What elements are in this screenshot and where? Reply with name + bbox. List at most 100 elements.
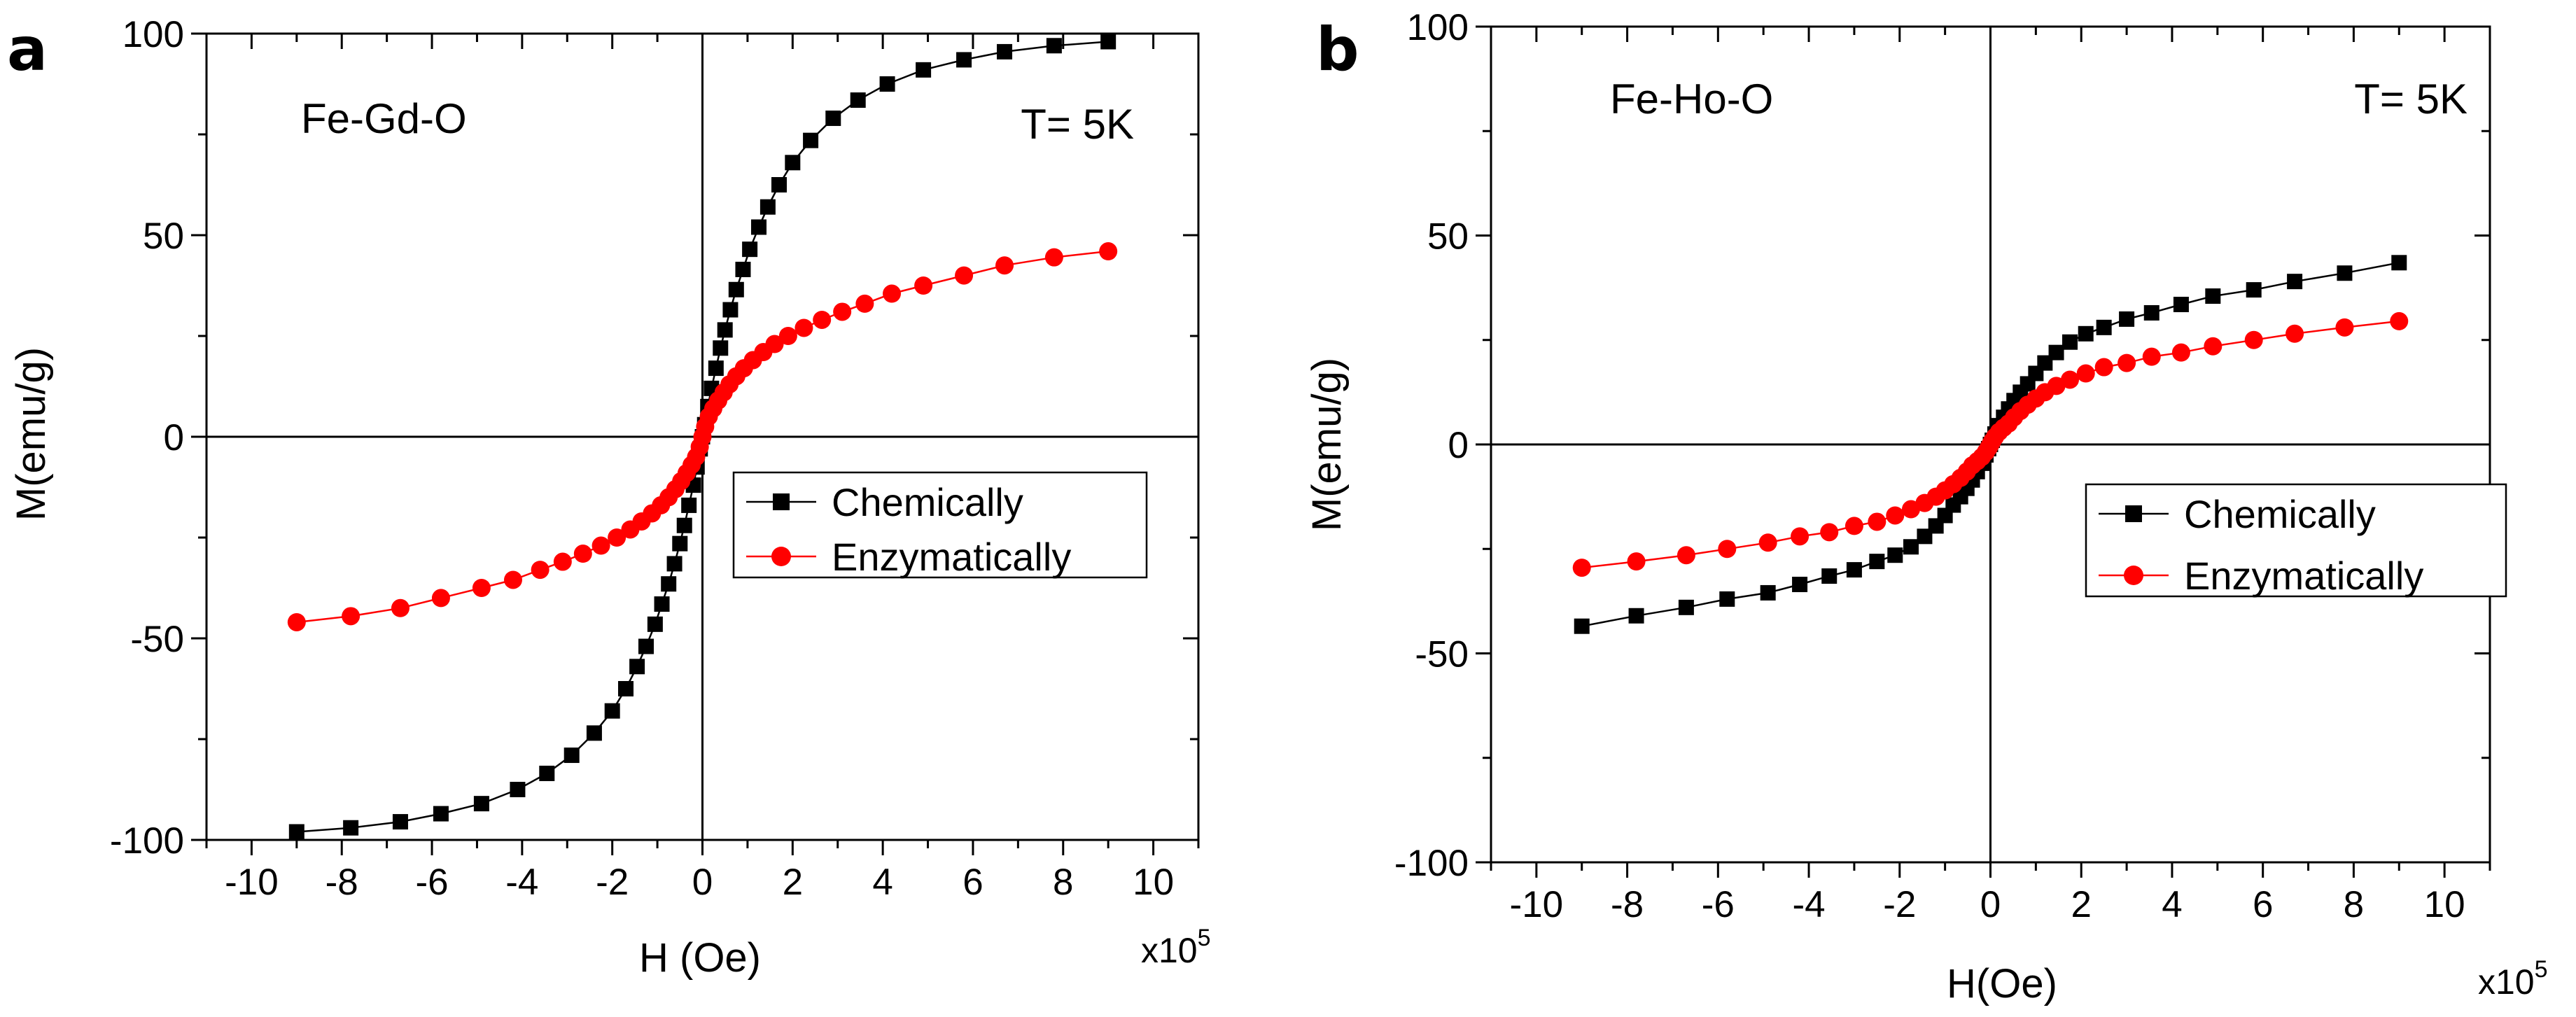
data-point-square [510,782,526,797]
data-point-square [751,219,767,235]
data-point-circle [1676,546,1695,565]
data-point-square [1628,608,1644,624]
x-tick-label: -4 [505,862,538,903]
data-point-circle [2204,337,2222,356]
y-axis-title: M(emu/g) [1304,358,1350,531]
data-point-square [586,725,602,741]
data-point-square [1678,599,1694,615]
data-point-square [629,659,645,675]
data-point-circle [1844,517,1863,535]
x-axis-multiplier: x105 [2478,956,2548,1002]
data-point-circle [287,612,306,631]
data-point-circle [1099,242,1118,261]
data-point-square [879,76,895,92]
data-point-square [742,241,758,258]
data-point-square [785,155,801,171]
data-point-square [638,638,654,654]
data-point-circle [472,579,491,597]
data-point-square [2287,274,2303,290]
x-tick-label: -8 [326,862,358,903]
data-point-square [1792,576,1808,592]
data-point-circle [1572,559,1591,577]
legend-box [2085,483,2507,598]
data-point-circle [2047,377,2066,395]
data-point-circle [573,545,592,563]
data-point-square [956,52,972,68]
data-point-square [2391,255,2407,271]
y-tick-label: 0 [164,417,184,458]
multiplier-base: x10 [2478,962,2535,1002]
data-point-square [1574,618,1590,634]
data-point-circle [778,327,797,345]
data-point-square [722,302,738,318]
panel-letter: b [1316,15,1359,85]
legend-circle-marker [2124,566,2143,585]
data-point-square [1887,547,1903,563]
data-point-square [2143,304,2160,321]
y-tick-label: 0 [1448,425,1469,466]
multiplier-exponent: 5 [2535,956,2548,983]
data-point-circle [955,266,974,285]
panel-letter: a [7,15,48,85]
data-point-circle [1886,506,1905,525]
data-point-circle [531,561,550,580]
data-point-square [2096,319,2112,335]
y-tick-label: -100 [110,820,184,862]
multiplier-base: x10 [1141,931,1198,970]
data-point-circle [2118,353,2136,372]
data-point-square [1760,584,1776,601]
y-tick-label: 50 [1427,216,1469,258]
data-point-square [2205,288,2221,304]
data-point-square [392,814,408,830]
data-point-square [728,281,744,297]
data-point-circle [995,256,1014,275]
data-point-circle [883,284,902,303]
data-point-circle [1627,552,1646,571]
sample-label: Fe-Ho-O [1610,76,1773,122]
data-point-square [2078,325,2094,342]
data-point-square [1869,554,1885,570]
data-point-square [825,110,841,126]
data-point-square [1846,562,1862,578]
data-point-square [539,765,555,781]
data-point-circle [2094,358,2113,377]
data-point-square [343,820,359,836]
data-point-circle [2286,324,2304,343]
data-point-circle [2171,343,2190,362]
legend-box [732,471,1148,579]
y-tick-label: -100 [1394,843,1469,884]
data-point-square [735,261,751,277]
data-point-square [2337,265,2353,281]
data-point-square [2048,344,2064,360]
data-point-circle [813,310,832,329]
data-point-square [661,576,677,592]
data-point-circle [2061,370,2080,389]
data-point-circle [2142,347,2161,366]
legend-label: Enzymatically [832,535,1071,579]
data-point-circle [1820,523,1839,542]
x-tick-label: -8 [1611,884,1644,925]
y-axis-title: M(emu/g) [8,347,54,521]
data-point-circle [855,294,874,313]
legend-label: Chemically [2184,492,2376,536]
x-tick-label: -10 [225,862,279,903]
x-tick-label: -4 [1792,884,1825,925]
data-point-square [850,92,866,108]
data-point-square [760,199,776,215]
data-point-circle [1718,540,1737,559]
temperature-label: T= 5K [2354,76,2468,122]
data-point-circle [1791,527,1809,546]
legend-label: Enzymatically [2184,554,2423,598]
data-point-square [433,806,449,822]
y-tick-label: -50 [130,619,184,660]
data-point-circle [1044,248,1063,267]
data-point-square [2246,282,2262,298]
x-tick-label: 2 [783,862,803,903]
data-point-square [672,535,688,552]
data-point-square [1046,38,1062,54]
data-point-square [708,360,724,377]
x-tick-label: 2 [2071,884,2091,925]
data-point-circle [2390,311,2409,330]
data-point-circle [1868,512,1886,531]
